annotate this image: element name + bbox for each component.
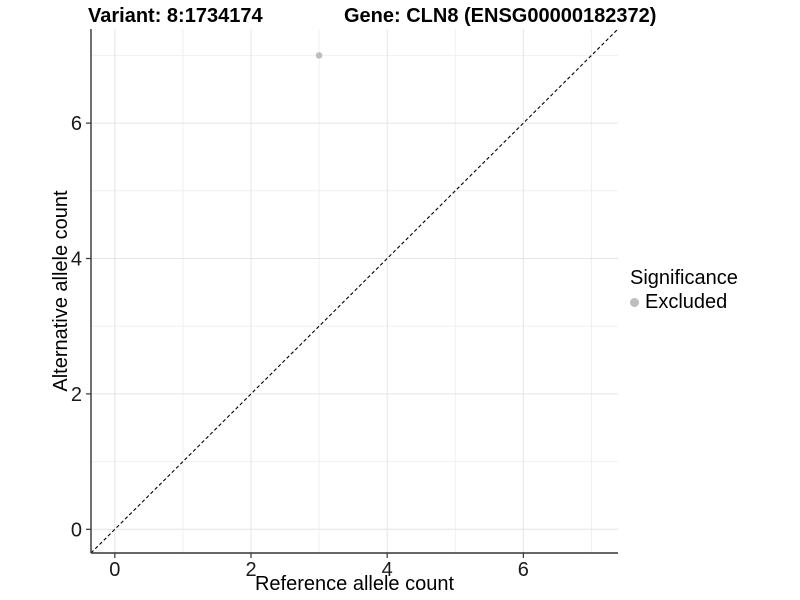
- y-tick-label: 4: [71, 249, 82, 271]
- x-tick-label: 6: [518, 559, 529, 581]
- excluded-dot-icon: [630, 297, 639, 307]
- x-axis-title: Reference allele count: [254, 573, 454, 595]
- legend: Significance Excluded: [630, 266, 738, 314]
- x-tick-label: 0: [109, 559, 120, 581]
- y-tick-label: 0: [71, 519, 82, 541]
- identity-reference-line: [90, 28, 619, 554]
- y-axis-title: Alternative allele count: [50, 190, 72, 392]
- plot-title-gene: Gene: CLN8 (ENSG00000182372): [344, 5, 657, 27]
- y-tick-label: 6: [71, 113, 82, 135]
- plot-title-variant: Variant: 8:1734174: [88, 5, 263, 27]
- x-tick-label: 4: [382, 559, 393, 581]
- x-tick-label: 2: [245, 559, 256, 581]
- legend-item-excluded: Excluded: [630, 290, 738, 314]
- legend-title: Significance: [630, 267, 738, 289]
- y-tick-label: 2: [71, 384, 82, 406]
- legend-item-label: Excluded: [645, 291, 728, 313]
- data-point: [315, 52, 323, 59]
